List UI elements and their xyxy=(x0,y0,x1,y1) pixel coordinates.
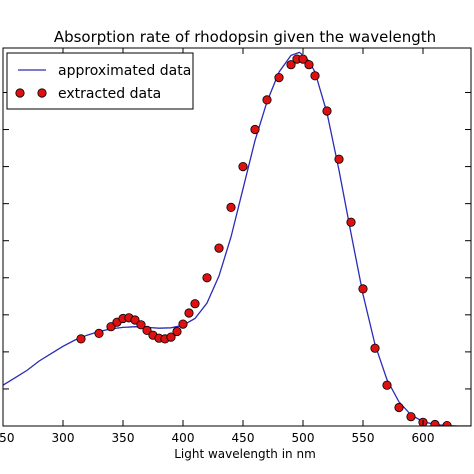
data-point-extracted xyxy=(382,380,392,390)
plot-series xyxy=(3,51,471,426)
data-point-extracted xyxy=(202,273,212,283)
data-point-extracted xyxy=(214,243,224,253)
x-tick-label: 350 xyxy=(112,431,135,445)
data-point-extracted xyxy=(178,319,188,329)
x-tick-label: 400 xyxy=(172,431,195,445)
x-tick-label: 300 xyxy=(52,431,75,445)
data-point-extracted xyxy=(226,202,236,212)
data-point-extracted xyxy=(304,60,314,70)
data-point-extracted xyxy=(262,95,272,105)
data-point-extracted xyxy=(136,320,146,330)
legend-entry-approximated: approximated data xyxy=(58,63,191,79)
legend-entry-extracted: extracted data xyxy=(58,86,161,102)
data-point-extracted xyxy=(334,154,344,164)
data-point-extracted xyxy=(370,343,380,353)
x-tick-label: 550 xyxy=(352,431,375,445)
data-point-extracted xyxy=(130,315,140,325)
data-point-extracted xyxy=(406,412,416,422)
data-point-extracted xyxy=(250,124,260,135)
x-tick-label: 250 xyxy=(0,431,14,445)
x-tick-label: 500 xyxy=(292,431,315,445)
data-point-extracted xyxy=(346,217,356,227)
data-point-extracted xyxy=(94,328,104,338)
axis-ticks: 250 300 350 400 450 500 550 600 xyxy=(0,48,471,445)
chart-title: Absorption rate of rhodopsin given the w… xyxy=(54,28,436,46)
data-point-extracted xyxy=(274,73,284,83)
data-point-extracted xyxy=(166,332,176,342)
data-point-extracted xyxy=(286,60,296,70)
legend-marker-swatch-right xyxy=(37,88,47,98)
data-point-extracted xyxy=(238,162,248,172)
x-tick-label: 600 xyxy=(412,431,435,445)
data-point-extracted xyxy=(430,419,440,426)
data-point-extracted xyxy=(310,71,320,81)
legend: approximated data extracted data xyxy=(6,52,194,110)
legend-marker-swatch-left xyxy=(15,88,25,98)
data-point-extracted xyxy=(298,54,308,64)
x-axis-label: Light wavelength in nm xyxy=(174,447,316,461)
data-point-extracted xyxy=(190,299,200,309)
data-point-extracted xyxy=(142,325,152,335)
data-point-extracted xyxy=(184,308,194,318)
data-point-extracted xyxy=(172,326,182,337)
x-tick-label: 450 xyxy=(232,431,255,445)
legend-box xyxy=(6,52,194,110)
plot-frame xyxy=(2,47,472,427)
data-point-extracted xyxy=(76,334,86,344)
data-point-extracted xyxy=(358,284,368,294)
data-point-extracted xyxy=(394,402,404,413)
data-point-extracted xyxy=(322,106,332,116)
